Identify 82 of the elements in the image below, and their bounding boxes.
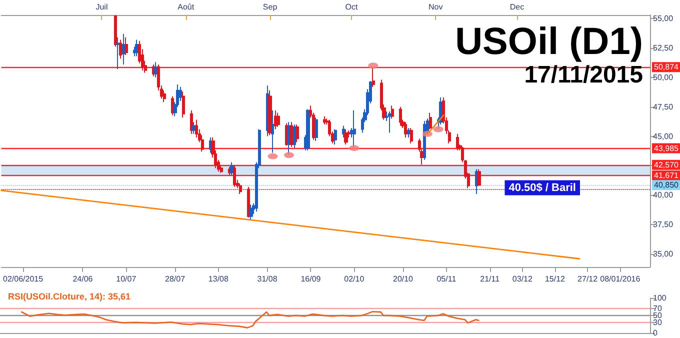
chart-title: RSI(USOil.Cloture, 14): 35,61 <box>8 292 131 302</box>
candlestick <box>271 110 274 154</box>
candlestick <box>277 112 280 128</box>
candlestick <box>315 116 318 142</box>
x-tick-label: 20/10 <box>392 274 414 284</box>
y-tick-label: 45,00 <box>653 132 674 141</box>
candlestick <box>274 110 277 130</box>
candlestick <box>399 106 402 126</box>
candlestick <box>477 168 481 186</box>
ref-line-label: 40,850 <box>654 180 680 190</box>
y-tick-label: 52,50 <box>653 43 674 52</box>
candlestick <box>192 122 196 134</box>
x-tick-label: 16/09 <box>300 274 322 284</box>
ref-line-label: 40.50$ / Baril <box>508 182 576 194</box>
x-tick-label: 02/06/2015 <box>2 274 44 284</box>
y-tick-label: 100 <box>653 294 667 302</box>
candlestick <box>233 165 236 188</box>
y-tick-label: 35,00 <box>653 250 674 259</box>
candlestick <box>372 66 375 88</box>
ref-line-label: 41,671 <box>654 171 680 180</box>
y-tick-label: 50,00 <box>653 72 674 82</box>
ref-line-label: 42,570 <box>654 160 680 170</box>
candlestick <box>230 162 234 176</box>
x-tick-label: 03/12 <box>512 274 533 284</box>
candlestick <box>342 125 345 138</box>
ref-line-label: 43,985 <box>654 144 680 153</box>
x2-tick-label: Nov <box>428 2 443 12</box>
y-tick-label: 55,00 <box>653 14 674 24</box>
candlestick <box>306 108 310 151</box>
candlestick <box>410 128 413 144</box>
candlestick <box>293 124 296 149</box>
candlestick <box>388 111 391 134</box>
ref-line-label: 50,874 <box>654 62 680 72</box>
y-tick-label: 50 <box>653 311 662 320</box>
candlestick <box>125 36 128 56</box>
candlestick <box>114 16 117 48</box>
x2-tick-label: Août <box>178 2 195 12</box>
x-tick-label: 10/07 <box>116 274 137 284</box>
candlestick <box>249 204 253 220</box>
candlestick <box>407 128 410 138</box>
y-tick-label: 30 <box>653 318 662 327</box>
y-tick-label: 47,50 <box>653 102 674 112</box>
x-tick-label: 05/11 <box>436 274 457 284</box>
candlestick <box>296 124 299 143</box>
x-tick-label: 28/07 <box>165 274 186 284</box>
x-tick-label: 27/12 <box>578 274 598 284</box>
x2-tick-label: Juil <box>96 2 108 12</box>
x-tick-label: 13/08 <box>208 274 229 284</box>
x-tick-label: 02/10 <box>344 274 365 284</box>
candlestick <box>323 116 326 126</box>
candlestick <box>116 36 120 70</box>
candlestick <box>195 119 198 138</box>
x-tick-label: 15/12 <box>544 274 566 284</box>
candlestick <box>119 39 122 60</box>
x-tick-label: 24/06 <box>72 274 94 284</box>
y-tick-label: 0 <box>653 328 658 338</box>
y-tick-label: 40,00 <box>653 190 674 200</box>
x-tick-label: 08/01/2016 <box>600 274 641 284</box>
candlestick <box>190 110 193 134</box>
y-tick-label: 37,50 <box>653 220 674 230</box>
y-tick-label: 70 <box>653 304 662 313</box>
candlestick <box>456 133 459 151</box>
line-series <box>21 310 480 328</box>
x2-tick-label: Dec <box>510 2 524 12</box>
candlestick <box>290 122 293 148</box>
candlestick <box>247 186 250 218</box>
candlestick <box>344 128 348 146</box>
x-tick-label: 31/08 <box>257 274 278 284</box>
x2-tick-label: Sep <box>262 2 278 12</box>
candlestick <box>239 182 242 194</box>
x-tick-label: 21/11 <box>480 274 500 284</box>
candlestick <box>268 90 272 136</box>
candlestick <box>163 90 166 103</box>
x2-tick-label: Oct <box>345 2 358 12</box>
chart-title: USOil (D1) <box>455 21 644 63</box>
candlestick <box>404 122 407 138</box>
candlestick <box>122 33 125 65</box>
candlestick <box>182 91 185 118</box>
candlestick <box>334 128 337 146</box>
text: 17/11/2015 <box>524 62 644 88</box>
candlestick <box>391 105 394 120</box>
candlestick <box>429 112 432 130</box>
